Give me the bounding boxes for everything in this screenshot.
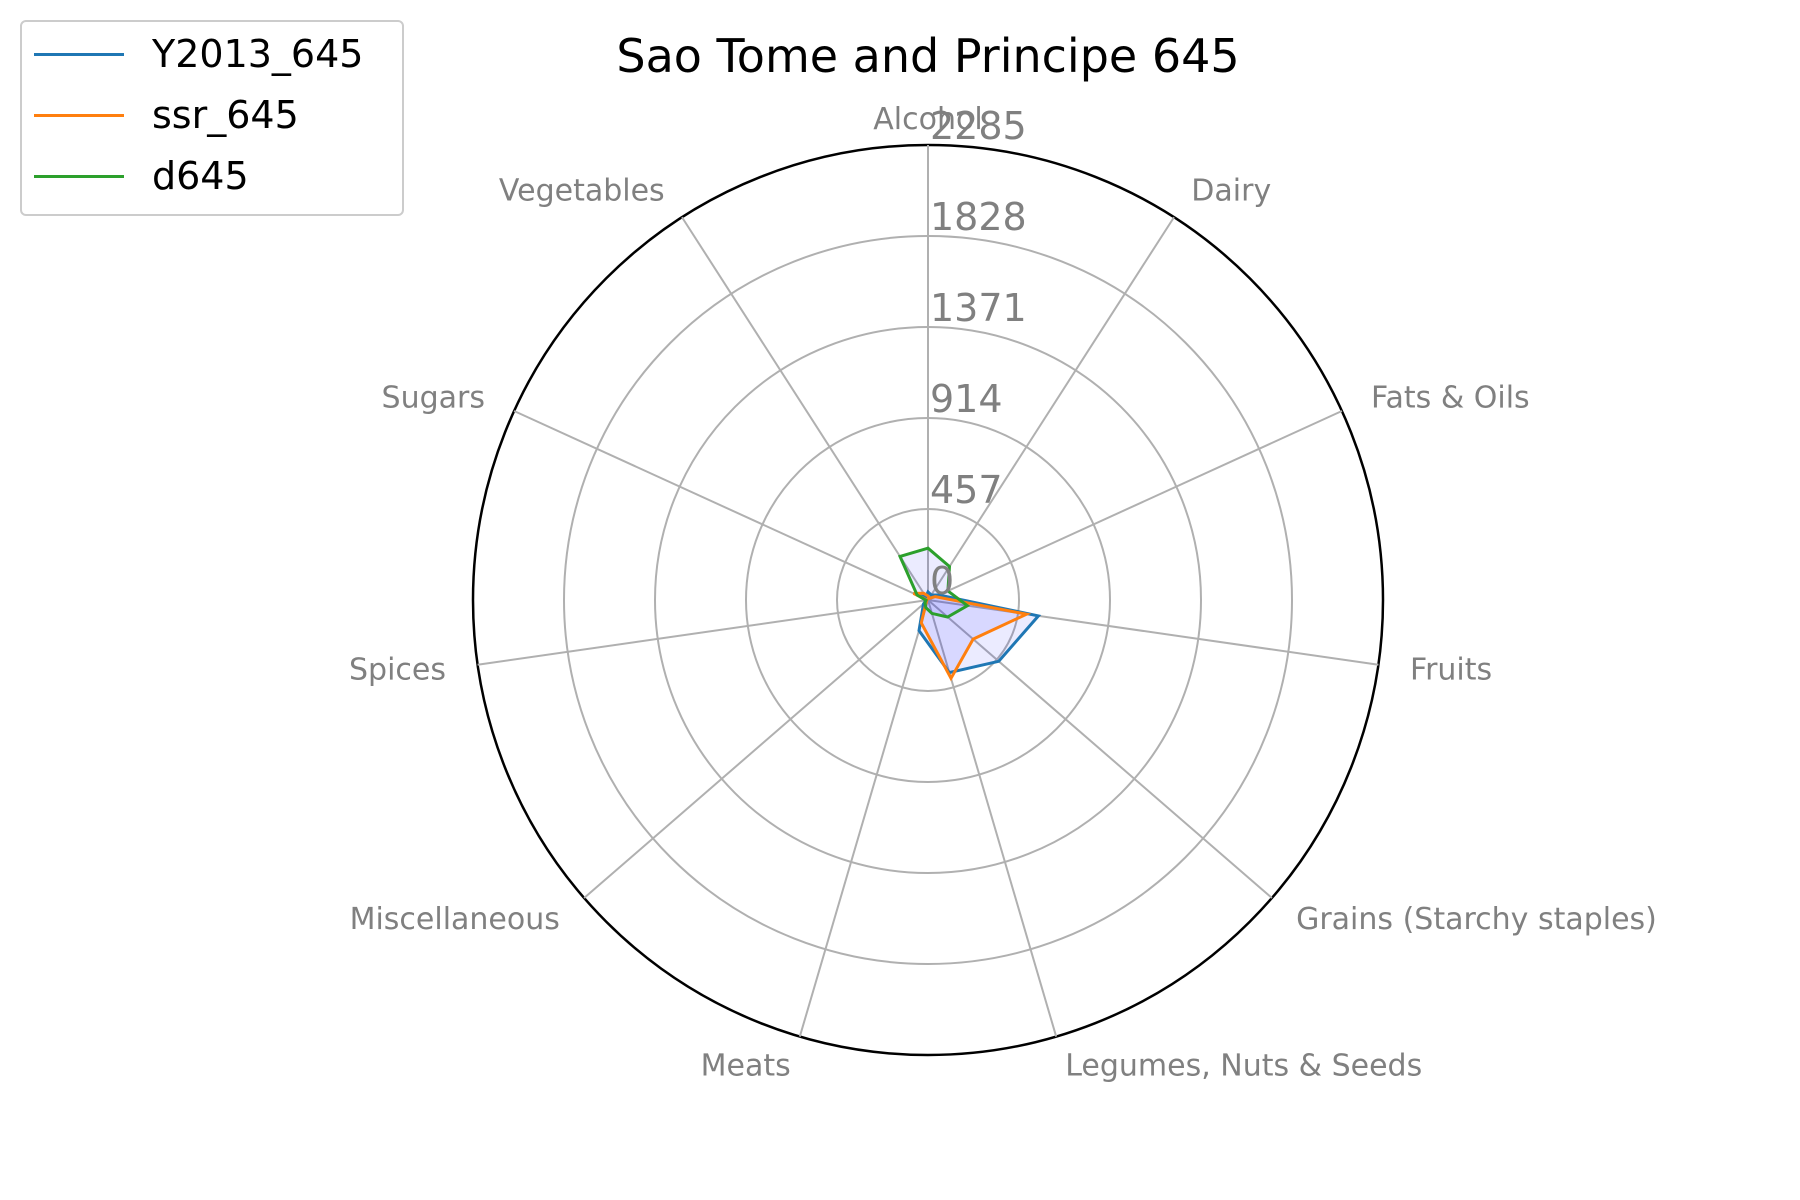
category-label: Fats & Oils xyxy=(1371,381,1530,416)
category-label: Dairy xyxy=(1191,173,1271,208)
chart-title: Sao Tome and Principe 645 xyxy=(616,29,1239,83)
category-label: Alcohol xyxy=(873,102,982,137)
category-label: Meats xyxy=(701,1048,791,1083)
series-line xyxy=(897,546,971,619)
grid-spoke xyxy=(583,599,929,899)
category-label: Fruits xyxy=(1410,652,1492,687)
legend-item: ssr_645 xyxy=(34,93,299,137)
radial-tick-label: 2285 xyxy=(930,104,1027,148)
grid-spoke xyxy=(513,410,929,601)
radial-tick-label: 0 xyxy=(930,559,954,603)
category-labels: Alcohol Dairy Fats & Oils Fruits Grains (Sta… xyxy=(349,102,1657,1083)
legend: Y2013_645 ssr_645 d645 xyxy=(20,20,404,216)
legend-label: ssr_645 xyxy=(152,93,299,137)
radial-tick-labels: 0 457 914 1371 1828 2285 xyxy=(930,104,1027,603)
category-label: Miscellaneous xyxy=(350,902,560,937)
grid-spoke xyxy=(681,216,929,601)
radial-tick-label: 914 xyxy=(930,377,1003,421)
category-label: Grains (Starchy staples) xyxy=(1296,902,1657,937)
legend-swatch xyxy=(34,52,124,56)
grid-spoke xyxy=(927,410,1343,601)
radial-tick-label: 457 xyxy=(930,468,1003,512)
legend-label: d645 xyxy=(152,154,249,198)
grid-spoke xyxy=(477,599,929,666)
radial-tick-label: 1828 xyxy=(930,195,1027,239)
category-label: Legumes, Nuts & Seeds xyxy=(1065,1048,1422,1083)
grid-spoke xyxy=(927,216,1175,601)
radar-grid xyxy=(471,143,1385,1057)
category-label: Vegetables xyxy=(499,173,665,208)
radial-tick-label: 1371 xyxy=(930,286,1027,330)
grid-spoke xyxy=(927,599,1273,899)
legend-item: Y2013_645 xyxy=(34,32,364,76)
series-lines xyxy=(897,546,1042,682)
grid-spoke xyxy=(798,599,929,1037)
legend-swatch xyxy=(34,113,124,117)
legend-item: d645 xyxy=(34,154,249,198)
legend-swatch xyxy=(34,174,124,178)
category-label: Sugars xyxy=(382,381,485,416)
category-label: Spices xyxy=(349,652,446,687)
legend-label: Y2013_645 xyxy=(152,32,364,76)
